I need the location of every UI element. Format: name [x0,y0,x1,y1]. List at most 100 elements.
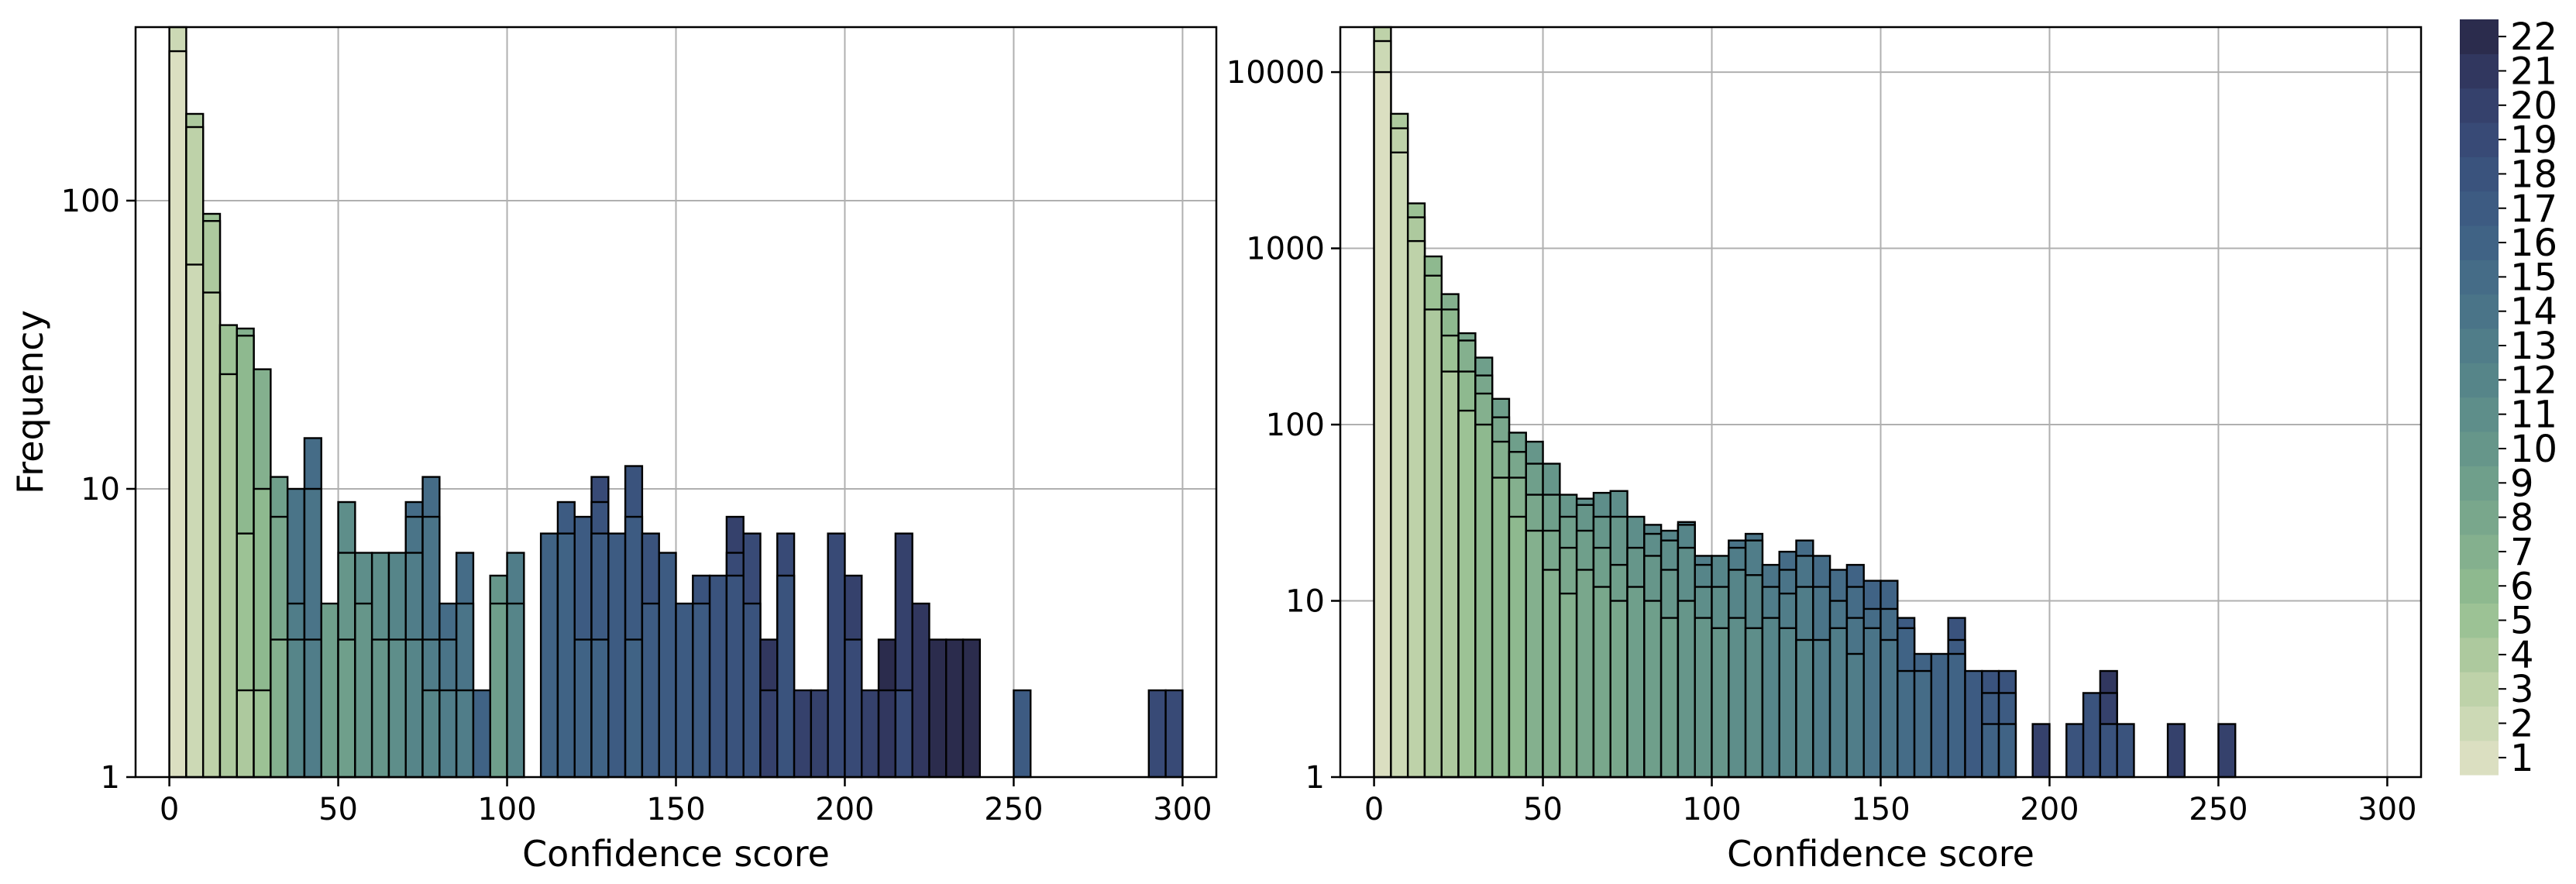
histogram-bar [708,574,728,779]
bar-segment [1897,669,1916,779]
histogram-bar [2116,723,2135,779]
histogram-bar [1474,356,1494,779]
bar-segment [1592,586,1611,779]
histogram-bar [1795,539,1814,779]
histogram-bar [1964,669,1983,779]
bar-segment [270,638,289,779]
bar-segment [1659,617,1680,779]
bar-segment [1828,627,1849,779]
bar-segment [1981,723,2000,779]
histogram-bar [675,602,694,779]
colorbar-label: 19 [2510,119,2557,162]
bar-segment [692,602,711,779]
panel-2: 0 50 100 150 200 250 300 1 10 100 1000 10000 Confide… [1226,26,2423,875]
histogram-bar [607,532,627,779]
colorbar-swatch [2460,294,2499,329]
bar-segment [961,638,982,779]
bar-segment [1626,586,1646,779]
colorbar-label: 21 [2510,50,2557,93]
colorbar-swatch [2460,466,2499,501]
x-axis-title: Confidence score [1727,833,2034,875]
colorbar-swatch [2460,88,2499,123]
histogram-bar [2099,669,2118,779]
colorbar-label: 17 [2510,187,2557,231]
colorbar-label: 9 [2510,462,2534,505]
bar-segment [1457,409,1477,779]
colorbar-label: 15 [2510,256,2557,299]
histogram-bar [253,368,272,779]
histogram-bar [961,638,982,779]
x-tick-label: 150 [1851,792,1910,827]
bar-segment [1845,652,1865,779]
bar-segment [253,689,272,779]
histogram-bar [1862,580,1882,779]
bar-segment [1812,638,1831,779]
histogram-bar [1997,669,2017,779]
bar-segment [776,574,796,779]
colorbar-swatch [2460,328,2499,363]
bar-segment [201,291,222,779]
histogram-bar [404,500,424,779]
histogram-bar [1609,490,1628,779]
bar-segment [1508,515,1527,779]
histogram-bar [2217,723,2237,779]
colorbar-swatch [2460,53,2499,89]
histogram-bar [1525,440,1544,779]
colorbar-label: 4 [2510,634,2534,677]
histogram-bar [1930,652,1949,779]
bar-segment [337,638,356,779]
bar-segment [1778,627,1797,779]
histogram-bar [692,574,711,779]
bar-segment [1164,689,1184,779]
histogram-bar [1559,494,1578,779]
bar-segment [1609,600,1628,779]
histogram-bar [861,689,880,779]
bar-segment [556,532,576,779]
bar-segment [1474,423,1494,779]
histogram-bar [945,638,965,779]
histogram-bar [1164,689,1184,779]
bar-segment [286,638,306,779]
bar-segment [303,638,322,779]
histogram-bar [928,638,948,779]
bar-segment [1440,370,1460,779]
bar-segment [1947,652,1966,779]
histogram-bar [1643,524,1663,779]
histogram-bar [1592,491,1611,779]
colorbar-label: 10 [2510,428,2557,471]
colorbar-swatch [2460,569,2499,604]
histogram-bar [472,689,491,779]
histogram-bar [236,327,255,779]
histogram-bar [1508,432,1527,779]
colorbar-swatch [2460,191,2499,226]
x-tick-label: 300 [1153,792,1212,827]
colorbar-label: 22 [2510,15,2557,59]
bar-segment [1525,529,1544,779]
colorbar-label: 3 [2510,668,2534,711]
histogram-bar [1812,555,1831,779]
bar-segment [861,689,880,779]
bar-segment [759,689,779,779]
x-tick-label: 50 [318,792,358,827]
x-tick-label: 150 [646,792,705,827]
bar-segment [472,689,491,779]
histogram-bar [286,487,306,779]
x-axis-title: Confidence score [522,833,830,875]
histogram-bar [1897,617,1916,779]
colorbar-label: 11 [2510,394,2557,437]
x-tick-label: 250 [984,792,1043,827]
histogram-bar [387,552,407,779]
histogram-bar [1457,332,1477,779]
histogram-bar [573,515,593,779]
histogram-bar [810,689,829,779]
bar-segment [945,638,965,779]
colorbar-swatch [2460,122,2499,157]
y-axis-title: Frequency [9,310,51,494]
colorbar-swatch [2460,637,2499,672]
bar-segment [370,638,390,779]
bar-segment [387,638,407,779]
histogram-bar [1880,580,1899,779]
x-tick-label: 250 [2189,792,2248,827]
bar-segment [421,689,441,779]
bar-segment [708,574,728,779]
